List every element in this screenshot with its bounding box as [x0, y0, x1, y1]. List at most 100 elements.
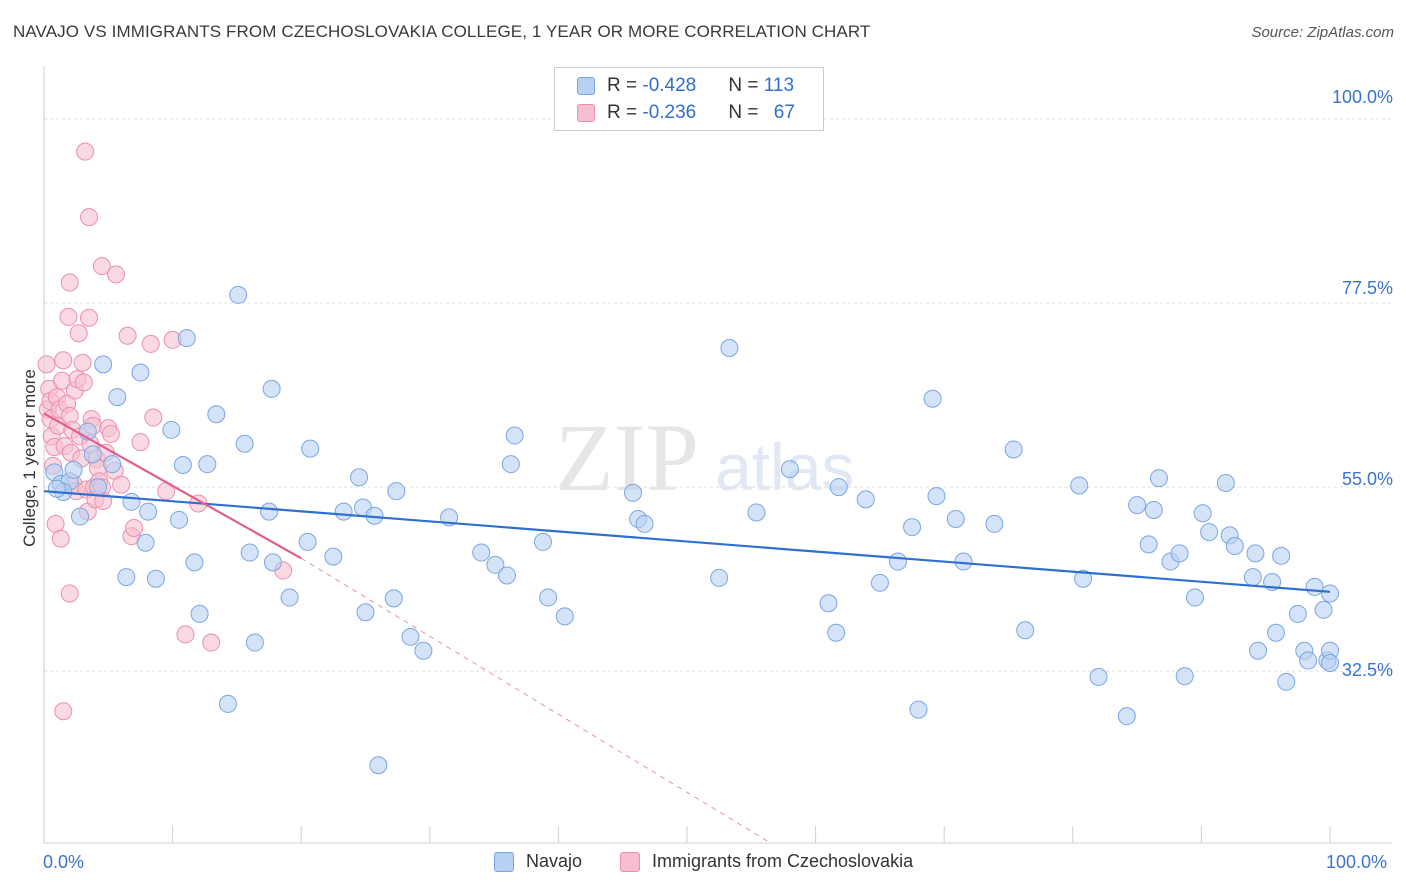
czechoslovakia-point: [60, 584, 79, 603]
navajo-point: [635, 514, 654, 533]
navajo-point: [136, 533, 155, 552]
navajo-point: [103, 455, 122, 474]
navajo-point: [1216, 474, 1235, 492]
legend-n-label: N =: [728, 102, 764, 123]
navajo-point: [356, 603, 375, 622]
navajo-point: [240, 543, 259, 562]
watermark: ZIP atlas: [555, 404, 854, 511]
czechoslovakia-point: [69, 324, 88, 343]
czechoslovakia-point: [59, 307, 78, 326]
navajo-point: [245, 633, 264, 652]
x-tick-label-min: 0.0%: [43, 852, 85, 872]
navajo-point: [1272, 546, 1291, 565]
navajo-point: [747, 503, 766, 522]
navajo-point: [780, 460, 799, 479]
navajo-point: [1117, 707, 1136, 726]
navajo-point: [1074, 569, 1093, 588]
navajo-point: [623, 483, 642, 502]
navajo-point: [117, 568, 136, 587]
navajo-point: [146, 569, 165, 588]
navajo-point: [888, 552, 907, 571]
navajo-point: [1225, 537, 1244, 555]
czechoslovakia-point: [54, 351, 73, 370]
bottom-legend-label-navajo: Navajo: [526, 851, 583, 871]
chart-title: NAVAJO VS IMMIGRANTS FROM CZECHOSLOVAKIA…: [13, 22, 871, 41]
navajo-point: [1175, 667, 1194, 686]
navajo-point: [954, 552, 973, 571]
legend-r-label: R =: [607, 102, 643, 123]
bottom-legend-label-czechoslovakia: Immigrants from Czechoslovakia: [652, 851, 914, 871]
navajo-point: [720, 339, 739, 357]
navajo-point: [218, 694, 237, 713]
navajo-point: [190, 604, 209, 623]
czechoslovakia-point: [144, 408, 163, 427]
navajo-point: [555, 607, 574, 626]
czechoslovakia-point: [80, 208, 99, 227]
navajo-point: [539, 588, 558, 607]
navajo-point: [414, 641, 433, 660]
czechoslovakia-point: [131, 433, 150, 452]
navajo-point: [1144, 501, 1163, 519]
y-tick-label: 77.5%: [1341, 278, 1393, 298]
stats-legend: R = -0.428 N = 113 R = -0.236 N = 67: [554, 67, 824, 131]
navajo-point: [235, 434, 254, 453]
navajo-point: [1321, 654, 1339, 672]
navajo-point: [903, 518, 922, 537]
navajo-point: [89, 478, 108, 497]
navajo-point: [505, 426, 524, 445]
navajo-point: [819, 594, 838, 613]
czechoslovakia-point: [202, 633, 221, 652]
navajo-point: [173, 456, 192, 474]
navajo-point: [1321, 584, 1339, 603]
navajo-point: [1139, 535, 1158, 554]
x-tick-label-max: 100.0%: [1326, 852, 1388, 872]
navajo-point: [1246, 544, 1265, 563]
czechoslovakia-trend-line: [43, 412, 302, 560]
legend-r-value: -0.428: [642, 75, 697, 96]
navajo-point: [108, 388, 127, 407]
czechoslovakia-point: [73, 353, 92, 372]
source-label: Source: ZipAtlas.com: [1251, 24, 1394, 41]
czechoslovakia-point: [37, 355, 56, 374]
bottom-legend-item-navajo[interactable]: Navajo: [494, 851, 582, 872]
navajo-point: [262, 379, 281, 398]
navajo-point: [827, 623, 846, 642]
navajo-point: [1004, 440, 1023, 459]
navajo-point: [1266, 623, 1285, 642]
czechoslovakia-trend-extension: [300, 557, 771, 844]
czechoslovakia-point: [176, 625, 195, 644]
navajo-point: [1185, 588, 1204, 607]
navajo-point: [387, 482, 406, 501]
bottom-legend-item-czechoslovakia[interactable]: Immigrants from Czechoslovakia: [620, 851, 913, 872]
navajo-point: [324, 547, 343, 566]
czechoslovakia-point: [80, 308, 99, 327]
navajo-point: [280, 588, 299, 607]
navajo-point: [298, 532, 317, 551]
navajo-point: [1314, 600, 1333, 619]
navajo-point: [185, 553, 204, 572]
legend-n-value: 113: [763, 75, 795, 96]
navajo-point: [263, 553, 282, 572]
bottom-legend-swatch-navajo: [494, 851, 514, 872]
navajo-point: [909, 700, 928, 719]
navajo-point: [501, 455, 520, 474]
navajo-point: [829, 478, 848, 497]
navajo-point: [229, 285, 248, 304]
navajo-point: [162, 420, 181, 439]
navajo-point: [497, 566, 516, 585]
legend-n-label: N =: [728, 75, 764, 96]
navajo-point: [1299, 651, 1318, 670]
bottom-legend: Navajo Immigrants from Czechoslovakia: [0, 851, 1406, 875]
legend-swatch-navajo: [577, 77, 595, 95]
navajo-point: [401, 627, 420, 646]
navajo-point: [856, 490, 875, 509]
navajo-trend-line: [43, 490, 1331, 593]
navajo-point: [1305, 577, 1324, 596]
series-navajo: [45, 285, 1339, 775]
navajo-point: [177, 329, 196, 348]
navajo-point: [533, 532, 552, 551]
navajo-point: [198, 455, 217, 474]
navajo-point: [71, 507, 90, 526]
navajo-point: [260, 502, 279, 521]
legend-r-value: -0.236: [642, 102, 697, 123]
